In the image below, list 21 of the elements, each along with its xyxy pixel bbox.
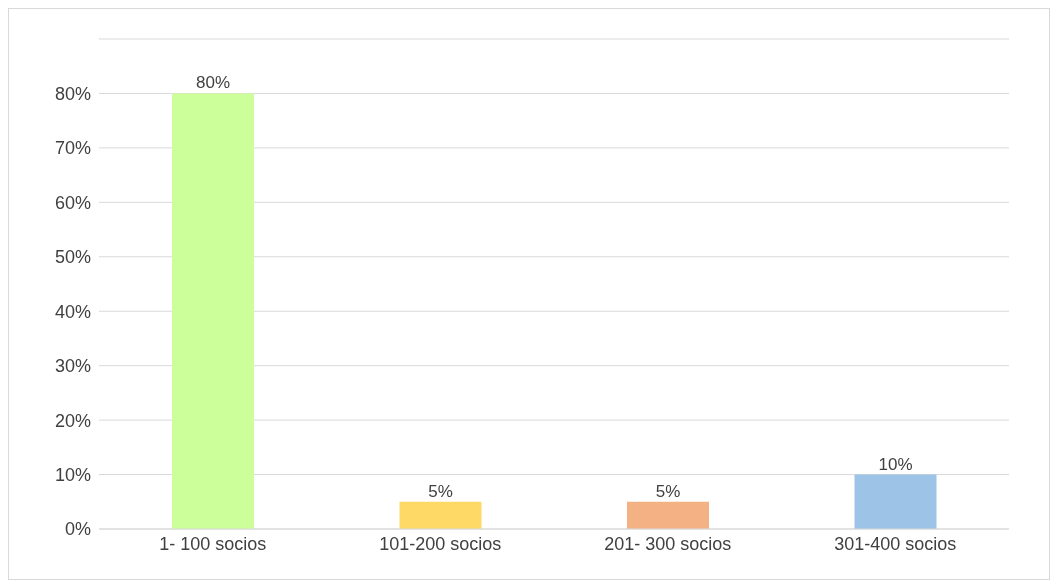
bar bbox=[172, 93, 254, 529]
data-label: 10% bbox=[878, 454, 913, 474]
y-tick-label: 0% bbox=[64, 519, 91, 540]
x-tick-label: 101-200 socios bbox=[379, 533, 502, 554]
y-tick-label: 50% bbox=[54, 247, 91, 268]
x-tick-label: 1- 100 socios bbox=[159, 533, 267, 554]
y-tick-label: 80% bbox=[54, 83, 91, 104]
bar bbox=[627, 501, 709, 529]
y-tick-label: 10% bbox=[54, 464, 91, 485]
x-tick-label: 301-400 socios bbox=[834, 533, 957, 554]
y-tick-label: 30% bbox=[54, 356, 91, 377]
x-tick-label: 201- 300 socios bbox=[604, 533, 732, 554]
bar bbox=[399, 501, 482, 529]
y-tick-label: 20% bbox=[54, 410, 91, 431]
y-tick-label: 60% bbox=[54, 192, 91, 213]
bar bbox=[854, 474, 937, 529]
data-label: 5% bbox=[428, 481, 453, 501]
y-tick-label: 40% bbox=[54, 301, 91, 322]
y-tick-label: 70% bbox=[54, 138, 91, 159]
data-label: 5% bbox=[655, 481, 681, 501]
data-label: 80% bbox=[195, 73, 231, 93]
